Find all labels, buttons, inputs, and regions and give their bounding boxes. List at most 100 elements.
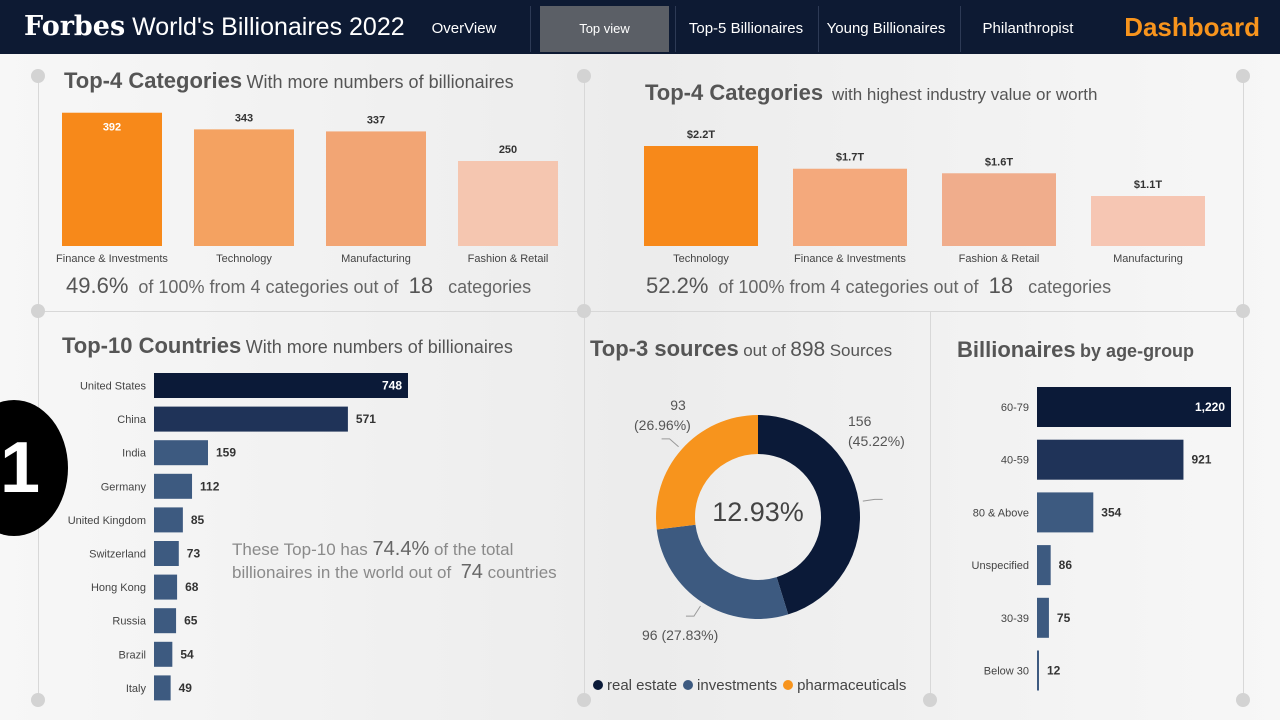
bar (154, 440, 208, 466)
note-text: countries (487, 563, 557, 582)
category-label: 30-39 (1001, 613, 1029, 625)
title-bold: Top-10 Countries (62, 333, 242, 358)
panel-border (930, 312, 931, 700)
resize-handle[interactable] (577, 693, 591, 707)
bar-value-label: 54 (180, 647, 194, 661)
donut-slice (656, 524, 789, 619)
bar (154, 641, 173, 667)
header-bar: Forbes World's Billionaires 2022 OverVie… (0, 0, 1280, 54)
bar (154, 608, 177, 634)
bar-value-label: 571 (356, 412, 376, 426)
category-label: Finance & Investments (56, 253, 168, 265)
category-label: 80 & Above (973, 507, 1029, 519)
nav-divider (530, 6, 531, 52)
tab-top-view[interactable]: Top view (540, 6, 669, 52)
panel-border (38, 76, 39, 700)
age-groups-title: Billionaires by age-group (957, 337, 1194, 363)
bar (1037, 439, 1184, 480)
tab-philanthropist[interactable]: Philanthropist (982, 20, 1074, 37)
panel-border (1243, 76, 1244, 700)
summary-text: of 100% from 4 categories out of (138, 277, 399, 297)
resize-handle[interactable] (31, 69, 45, 83)
bar-value-label: 73 (187, 547, 201, 561)
bar-value-label: 75 (1057, 611, 1071, 625)
category-label: United Kingdom (68, 515, 146, 527)
bar (793, 168, 907, 246)
countries-chart: United States 748 China 571 India 159 Germany 1… (68, 373, 408, 701)
slice-value-label: 93 (670, 397, 686, 413)
sources-donut-chart: 156 (45.22%) 96 (27.83%) 93 (26.96%) (634, 397, 905, 643)
resize-handle[interactable] (923, 693, 937, 707)
bar-value-label: 921 (1191, 453, 1211, 467)
title-mid: out of (743, 341, 786, 360)
category-label: China (117, 414, 147, 426)
tab-top5-billionaires[interactable]: Top-5 Billionaires (688, 20, 804, 37)
bar-value-label: 354 (1101, 505, 1121, 519)
bar (62, 112, 162, 246)
donut-slice (758, 415, 860, 615)
dashboard-label: Dashboard (1124, 12, 1260, 42)
bar-value-label: $2.2T (687, 129, 715, 141)
title-bold: Top-3 sources (590, 336, 739, 361)
bar (154, 675, 171, 701)
category-label: Fashion & Retail (468, 253, 549, 265)
bar (154, 473, 193, 499)
bar (154, 373, 408, 398)
bar (1091, 196, 1205, 246)
slice-percent-label: (45.22%) (848, 433, 905, 449)
category-label: Italy (126, 683, 147, 695)
summary-unit: categories (1028, 277, 1112, 297)
slice-percent-label: (26.96%) (634, 417, 691, 433)
sources-title: Top-3 sources out of 898 Sources (590, 336, 892, 362)
countries-title: Top-10 Countries With more numbers of bi… (62, 333, 513, 359)
tab-young-billionaires[interactable]: Young Billionaires (826, 20, 946, 37)
summary-count: 18 (408, 273, 434, 298)
category-label: Switzerland (89, 549, 146, 561)
bar-value-label: 86 (1059, 558, 1073, 572)
summary-count: 18 (988, 273, 1014, 298)
bar (326, 131, 426, 246)
note-percent: 74.4% (372, 538, 430, 560)
category-label: Fashion & Retail (959, 253, 1040, 265)
resize-handle[interactable] (577, 69, 591, 83)
legend-label: pharmaceuticals (797, 677, 907, 694)
resize-handle[interactable] (1236, 693, 1250, 707)
bar-value-label: 250 (499, 144, 517, 156)
bar-value-label: 159 (216, 446, 236, 460)
resize-handle[interactable] (1236, 69, 1250, 83)
resize-handle[interactable] (1236, 304, 1250, 318)
category-label: Technology (216, 253, 272, 265)
title-rest: World's Billionaires 2022 (125, 13, 405, 41)
bar (644, 146, 758, 246)
categories-count-summary: 49.6% of 100% from 4 categories out of 1… (66, 273, 531, 299)
panel-border (38, 311, 1243, 312)
nav-divider (675, 6, 676, 52)
legend-item[interactable]: pharmaceuticals (783, 677, 906, 694)
legend-item[interactable]: investments (683, 677, 777, 694)
title-rest: With more numbers of billionaires (246, 72, 514, 92)
resize-handle[interactable] (31, 693, 45, 707)
categories-count-chart: 392 Finance & Investments 343 Technology 337… (56, 112, 558, 265)
bar (458, 161, 558, 246)
bar (1037, 387, 1231, 427)
resize-handle[interactable] (31, 304, 45, 318)
categories-worth-title: Top-4 Categories with highest industry v… (645, 80, 1097, 106)
sources-total: 898 (790, 338, 826, 361)
legend-swatch (593, 680, 603, 690)
category-label: 40-59 (1001, 455, 1029, 467)
bar (1037, 545, 1051, 586)
bar-value-label: 49 (179, 681, 193, 695)
resize-handle[interactable] (577, 304, 591, 318)
bar-value-label: $1.6T (985, 156, 1013, 168)
dashboard-title: Forbes World's Billionaires 2022 (0, 0, 405, 54)
legend-item[interactable]: real estate (593, 677, 677, 694)
bar-value-label: $1.7T (836, 152, 864, 164)
sources-legend: real estate investments pharmaceuticals (593, 677, 912, 694)
tab-overview[interactable]: OverView (431, 20, 497, 37)
slice-label: 96 (27.83%) (642, 627, 718, 643)
bar-value-label: 392 (103, 122, 121, 134)
bar-value-label: 112 (200, 479, 220, 493)
age-groups-chart: 60-79 1,220 40-59 921 80 & Above 354 Unspecifi… (972, 387, 1231, 691)
bar (154, 507, 183, 533)
summary-percent: 49.6% (66, 273, 129, 298)
